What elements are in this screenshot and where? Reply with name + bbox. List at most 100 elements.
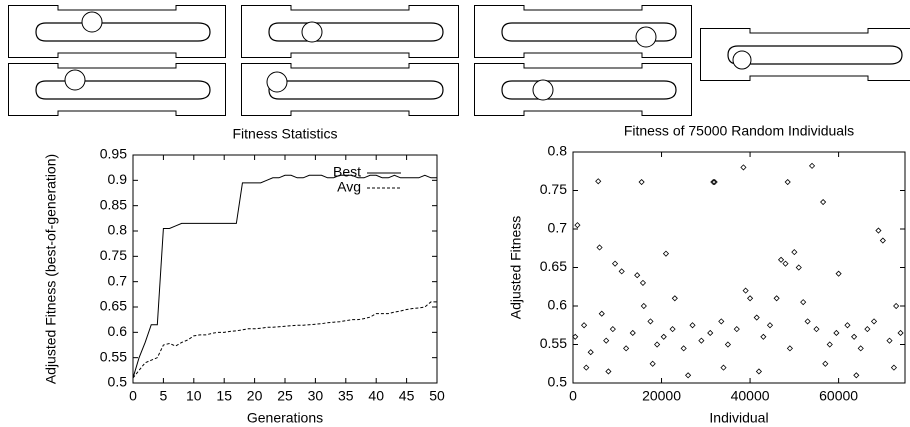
scatter-point bbox=[890, 364, 897, 371]
scatter-point bbox=[773, 295, 780, 302]
scatter-point bbox=[784, 178, 791, 186]
y-tick-label: 0.5 bbox=[548, 374, 568, 390]
y-tick-label: 0.75 bbox=[100, 247, 127, 263]
y-axis-title: Adjusted Fitness (best-of-generation) bbox=[43, 154, 59, 384]
scatter-point bbox=[893, 302, 900, 310]
x-tick-label: 45 bbox=[399, 388, 415, 404]
scatter-point bbox=[755, 368, 762, 375]
scatter-point bbox=[654, 341, 661, 348]
scatter-point bbox=[826, 341, 833, 348]
scatter-point bbox=[629, 329, 636, 337]
x-tick-label: 20000 bbox=[642, 388, 681, 404]
x-tick-label: 40 bbox=[368, 388, 384, 404]
scatter-point bbox=[782, 260, 789, 267]
series-line bbox=[132, 301, 437, 379]
scatter-point bbox=[718, 318, 725, 325]
track-panel bbox=[475, 6, 692, 58]
scatter-point bbox=[649, 360, 656, 367]
x-tick-label: 50 bbox=[429, 388, 445, 404]
trajectory-panels bbox=[9, 6, 910, 116]
charts: Fitness Statistics Generations Adjusted Fi… bbox=[43, 123, 906, 426]
scatter-point bbox=[833, 329, 840, 337]
scatter-point bbox=[710, 178, 717, 186]
y-tick-label: 0.8 bbox=[108, 222, 128, 238]
scatter-point bbox=[598, 310, 605, 317]
scatter-point bbox=[609, 326, 616, 333]
scatter-point bbox=[740, 164, 747, 171]
x-axis-title: Individual bbox=[709, 410, 768, 426]
scatter-point bbox=[897, 329, 904, 337]
y-tick-label: 0.95 bbox=[100, 146, 127, 162]
scatter-point bbox=[596, 244, 603, 251]
scatter-point bbox=[822, 360, 829, 367]
y-tick-label: 0.55 bbox=[100, 348, 127, 364]
robot-marker bbox=[301, 21, 323, 43]
scatter-point bbox=[595, 178, 602, 185]
scatter-point bbox=[724, 341, 731, 348]
y-axis-title: Adjusted Fitness bbox=[508, 216, 524, 320]
scatter-point bbox=[698, 337, 705, 344]
scatter-point bbox=[638, 178, 645, 186]
legend-label: Avg bbox=[337, 179, 361, 195]
scatter-point bbox=[742, 287, 749, 294]
scatter-point bbox=[639, 279, 647, 286]
scatter-point bbox=[618, 268, 625, 275]
x-tick-label: 30 bbox=[308, 388, 324, 404]
scatter-point bbox=[820, 198, 827, 206]
x-tick-label: 35 bbox=[338, 388, 354, 404]
series-line bbox=[132, 174, 437, 379]
scatter-point bbox=[870, 318, 878, 325]
plot-frame bbox=[132, 154, 438, 384]
scatter-point bbox=[808, 162, 816, 169]
track-panel bbox=[9, 6, 226, 58]
scatter-point bbox=[851, 333, 858, 340]
scatter-point bbox=[634, 272, 641, 279]
scatter-point bbox=[835, 270, 842, 277]
y-tick-label: 0.65 bbox=[540, 258, 567, 274]
scatter-point bbox=[669, 326, 676, 333]
scatter-point bbox=[711, 178, 718, 186]
scatter-point bbox=[574, 222, 581, 229]
scatter-point bbox=[707, 329, 714, 337]
y-tick-label: 0.9 bbox=[108, 171, 128, 187]
scatter-point bbox=[572, 333, 579, 340]
scatter-point bbox=[795, 264, 802, 271]
chart-title: Fitness of 75000 Random Individuals bbox=[624, 123, 854, 139]
scatter-point bbox=[753, 314, 760, 321]
scatter-point bbox=[813, 326, 820, 333]
scatter-point bbox=[671, 295, 678, 302]
scatter-point bbox=[853, 372, 860, 379]
scatter-point bbox=[800, 299, 807, 306]
robot-marker bbox=[532, 79, 554, 101]
scatter-point bbox=[857, 345, 864, 352]
scatter-point bbox=[587, 349, 594, 356]
x-tick-label: 25 bbox=[277, 388, 293, 404]
y-tick-label: 0.85 bbox=[100, 196, 127, 212]
legend-label: Best bbox=[333, 164, 361, 180]
scatter-point bbox=[886, 337, 893, 344]
x-tick-label: 5 bbox=[160, 388, 168, 404]
x-tick-label: 40000 bbox=[731, 388, 770, 404]
scatter-point bbox=[611, 260, 619, 267]
scatter-point bbox=[879, 237, 886, 244]
x-tick-label: 10 bbox=[186, 388, 202, 404]
y-tick-label: 0.7 bbox=[108, 272, 128, 288]
robot-marker bbox=[635, 26, 657, 48]
scatter-point bbox=[689, 322, 696, 329]
scatter-point bbox=[875, 227, 882, 234]
scatter-point bbox=[647, 318, 654, 325]
y-tick-label: 0.6 bbox=[108, 323, 128, 339]
scatter-point bbox=[760, 333, 767, 340]
scatter-point bbox=[583, 364, 590, 371]
track-panel bbox=[701, 29, 910, 81]
scatter-point bbox=[844, 322, 851, 329]
x-tick-label: 20 bbox=[247, 388, 263, 404]
track-panel bbox=[242, 6, 459, 58]
scatter-point bbox=[733, 326, 740, 333]
y-tick-label: 0.75 bbox=[540, 181, 567, 197]
robot-marker bbox=[64, 69, 86, 91]
x-tick-label: 0 bbox=[129, 388, 137, 404]
scatter-point bbox=[720, 364, 727, 371]
